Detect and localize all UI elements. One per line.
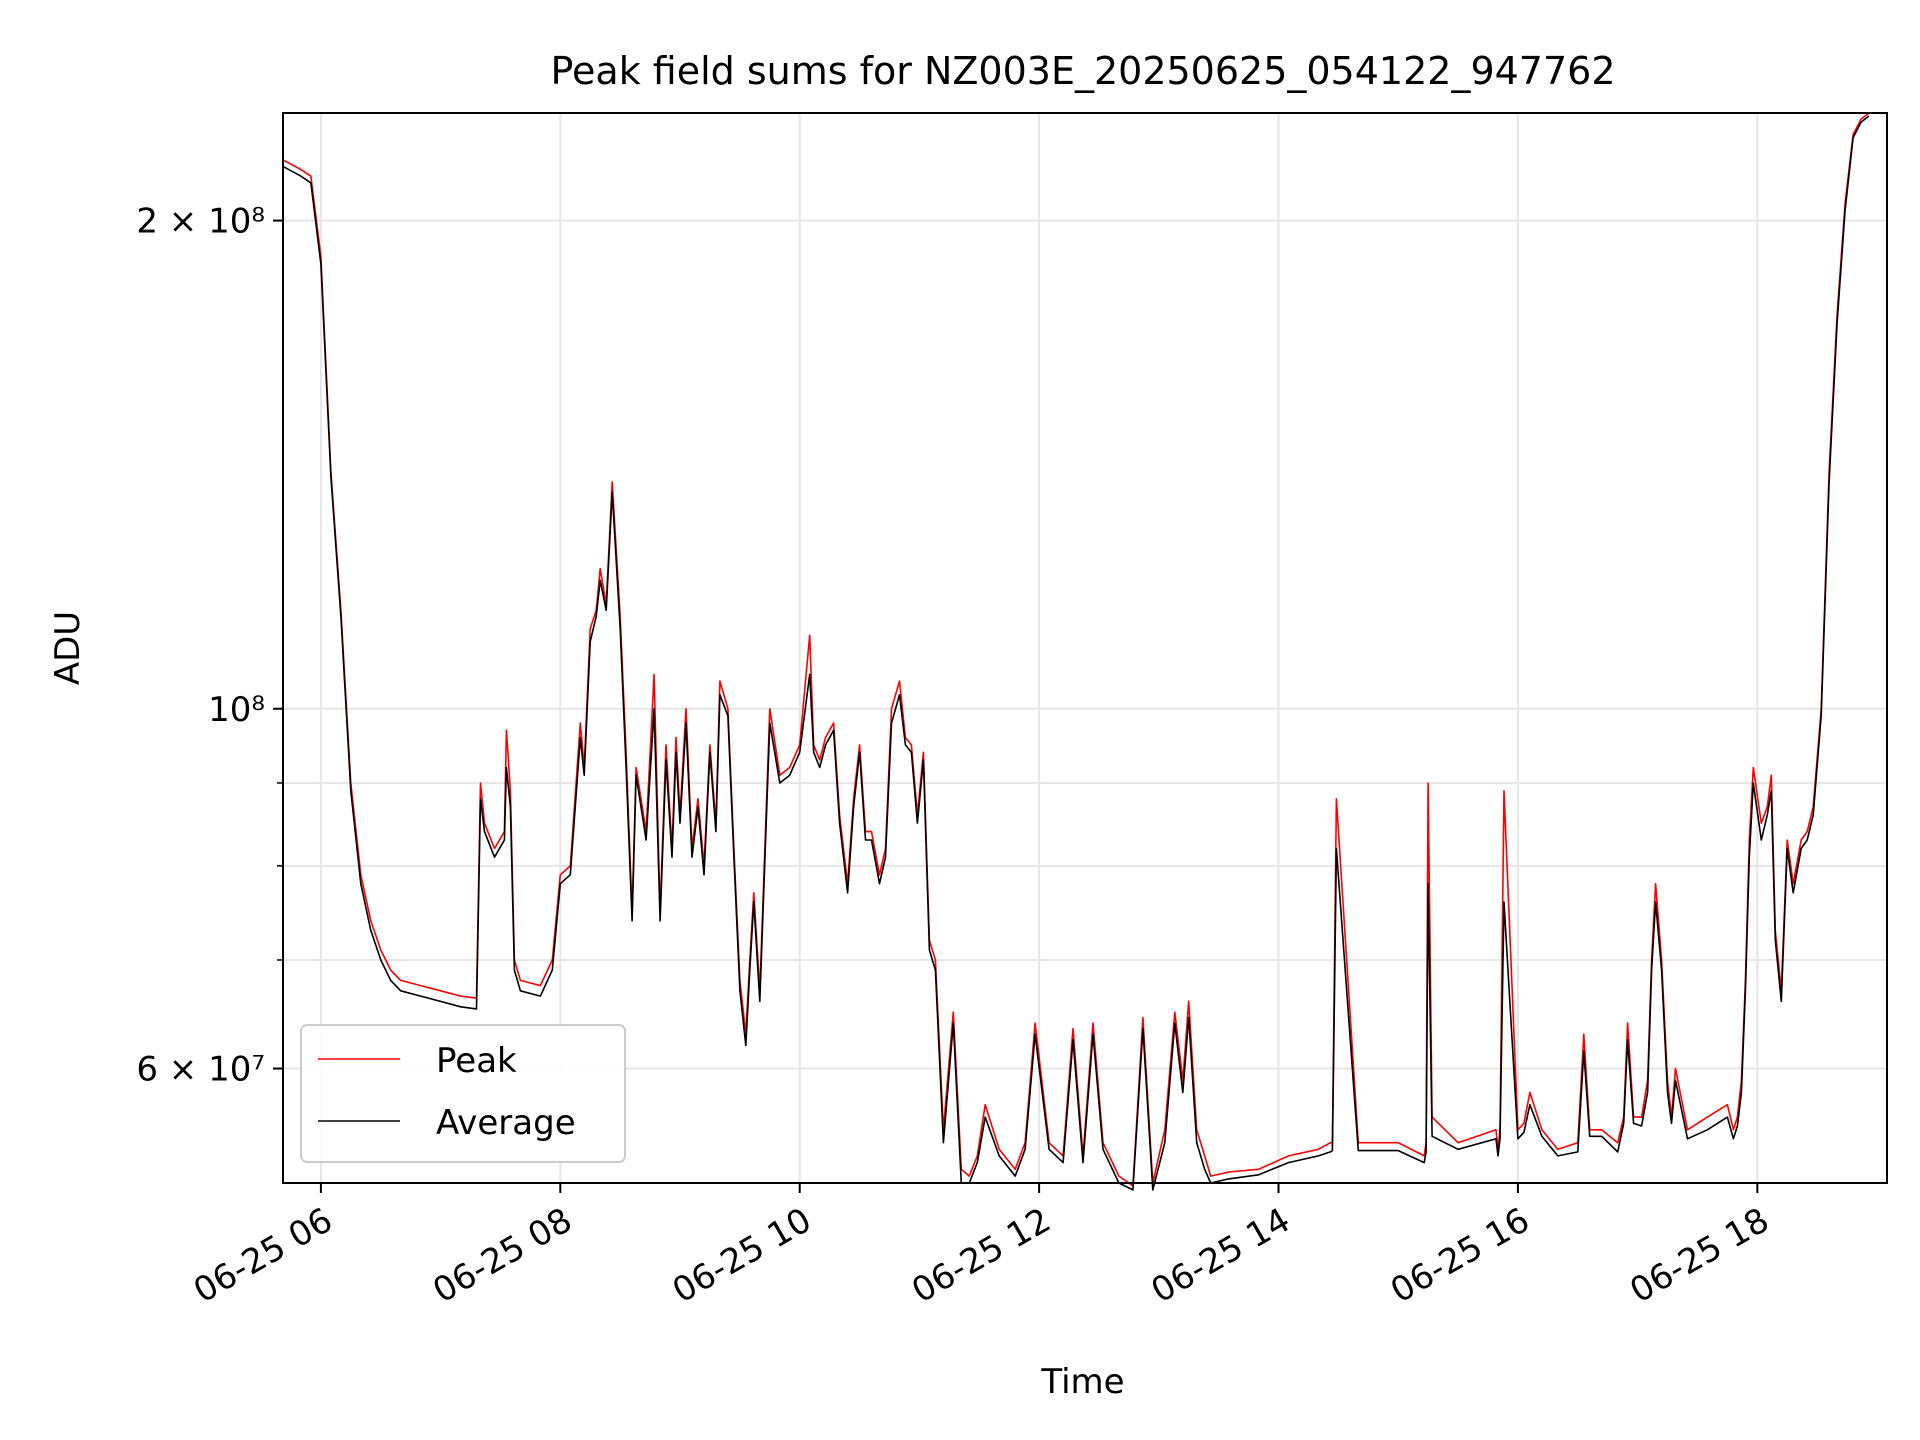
legend-label-peak: Peak [436, 1041, 517, 1081]
x-tick-label: 06-25 18 [1623, 1200, 1775, 1311]
plot-frame [282, 112, 1888, 1184]
x-axis-label: Time [1040, 1362, 1124, 1402]
x-tick-label: 06-25 14 [1145, 1200, 1297, 1311]
grid [283, 113, 1887, 1183]
x-tick-label: 06-25 16 [1384, 1200, 1536, 1311]
x-tick-label: 06-25 06 [187, 1200, 339, 1311]
legend: Peak Average [300, 1024, 626, 1163]
chart-title: Peak field sums for NZ003E_20250625_0541… [550, 49, 1615, 93]
x-tick-label: 06-25 10 [666, 1200, 818, 1311]
y-tick-label: 10⁸ [208, 690, 265, 730]
y-axis-label: ADU [48, 611, 88, 685]
legend-label-average: Average [436, 1103, 576, 1143]
x-tick-label: 06-25 08 [426, 1200, 578, 1311]
x-axis: 06-25 06 06-25 08 06-25 10 06-25 12 06-25 14… [187, 1183, 1776, 1311]
y-tick-label: 6 × 10⁷ [136, 1050, 265, 1090]
y-tick-label: 2 × 10⁸ [136, 202, 265, 242]
y-axis: 6 × 10⁷ 10⁸ 2 × 10⁸ [136, 202, 283, 1090]
x-tick-label: 06-25 12 [905, 1200, 1057, 1311]
